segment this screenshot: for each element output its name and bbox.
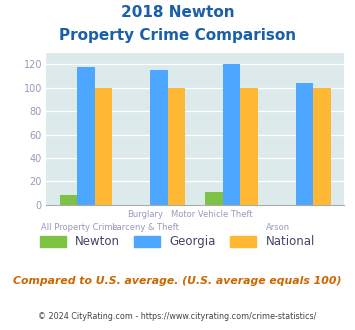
Text: © 2024 CityRating.com - https://www.cityrating.com/crime-statistics/: © 2024 CityRating.com - https://www.city… — [38, 312, 317, 321]
Text: Compared to U.S. average. (U.S. average equals 100): Compared to U.S. average. (U.S. average … — [13, 276, 342, 285]
Text: All Property Crime: All Property Crime — [41, 223, 118, 232]
Bar — [168, 88, 185, 205]
Text: Arson: Arson — [266, 223, 290, 232]
Text: Burglary: Burglary — [127, 210, 164, 218]
Text: 2018 Newton: 2018 Newton — [121, 5, 234, 20]
Text: Property Crime Comparison: Property Crime Comparison — [59, 28, 296, 43]
Bar — [77, 67, 95, 205]
Bar — [240, 88, 258, 205]
Bar — [223, 64, 240, 205]
Bar — [95, 88, 112, 205]
Legend: Newton, Georgia, National: Newton, Georgia, National — [35, 231, 320, 253]
Text: Motor Vehicle Theft: Motor Vehicle Theft — [171, 210, 253, 218]
Bar — [60, 195, 77, 205]
Bar — [206, 192, 223, 205]
Bar — [150, 70, 168, 205]
Bar — [296, 83, 313, 205]
Text: Larceny & Theft: Larceny & Theft — [112, 223, 179, 232]
Bar — [313, 88, 331, 205]
